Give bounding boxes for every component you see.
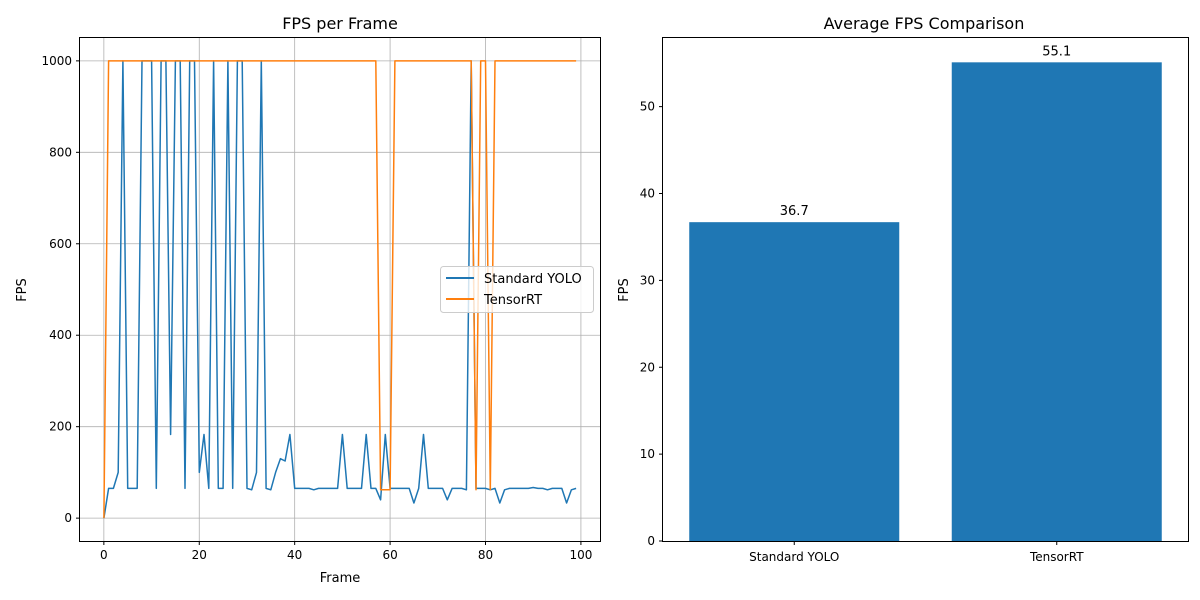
average-fps-chart: Average FPS Comparison 36.7 55.1 Standard…	[617, 14, 1189, 564]
series-line-tensorrt	[103, 60, 577, 519]
y-tick-label: 200	[49, 420, 72, 434]
x-tick-label: 80	[478, 548, 493, 562]
x-axis: 0 20 40 60 80 100	[100, 541, 592, 562]
y-tick-label: 0	[647, 534, 655, 548]
bars-group: 36.7 55.1	[689, 44, 1162, 541]
y-tick-label: 20	[640, 360, 655, 374]
y-tick-label: 0	[64, 511, 72, 525]
series-group	[103, 60, 577, 519]
legend: Standard YOLO TensorRT	[440, 266, 594, 313]
series-line-standard-yolo	[103, 60, 577, 519]
x-tick-label: 100	[569, 548, 592, 562]
x-tick-label: TensorRT	[1029, 550, 1084, 564]
legend-box	[440, 266, 594, 313]
y-axis-label: FPS	[15, 278, 30, 302]
x-tick-label: Standard YOLO	[749, 550, 839, 564]
x-axis-label: Frame	[320, 571, 361, 586]
y-tick-label: 10	[640, 447, 655, 461]
bar-value-label: 36.7	[780, 204, 809, 219]
chart-title: FPS per Frame	[282, 14, 398, 33]
plot-frame	[79, 37, 601, 542]
x-tick-label: 20	[192, 548, 207, 562]
bar-tensorrt	[951, 62, 1162, 541]
x-axis: Standard YOLO TensorRT	[749, 541, 1084, 564]
y-axis: 0 200 400 600 800 1000	[41, 54, 80, 525]
y-tick-label: 40	[640, 187, 655, 201]
fps-per-frame-chart: FPS per Frame 0 20 40 60 80 100 0 200 400 600 800…	[15, 14, 601, 586]
y-tick-label: 30	[640, 273, 655, 287]
y-tick-label: 50	[640, 100, 655, 114]
bar-value-label: 55.1	[1042, 44, 1071, 59]
x-tick-label: 60	[382, 548, 397, 562]
y-tick-label: 800	[49, 145, 72, 159]
y-axis: 0 10 20 30 40 50	[640, 100, 663, 548]
legend-label-tensorrt: TensorRT	[483, 293, 542, 308]
legend-label-standard-yolo: Standard YOLO	[484, 272, 582, 287]
bar-standard-yolo	[689, 222, 900, 541]
y-tick-label: 400	[49, 328, 72, 342]
chart-title: Average FPS Comparison	[824, 14, 1025, 33]
x-tick-label: 40	[287, 548, 302, 562]
plot-frame	[662, 37, 1189, 542]
y-tick-label: 1000	[41, 54, 72, 68]
y-tick-label: 600	[49, 237, 72, 251]
x-tick-label: 0	[100, 548, 108, 562]
y-axis-label: FPS	[617, 278, 632, 302]
